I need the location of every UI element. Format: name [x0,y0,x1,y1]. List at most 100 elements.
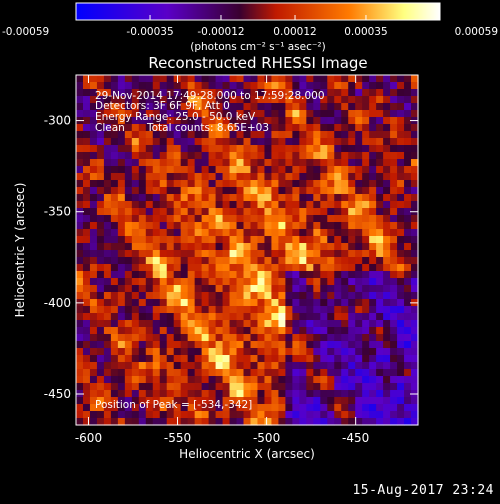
heatmap-cell [327,229,335,237]
heatmap-cell [76,166,84,174]
heatmap-cell [194,145,203,153]
heatmap-cell [166,362,175,370]
heatmap-cell [397,110,405,118]
heatmap-cell [187,306,196,314]
annotation-peak: Position of Peak = [-534,-342] [95,399,252,411]
heatmap-cell [243,243,252,251]
heatmap-cell [110,215,119,223]
heatmap-cell [334,397,342,405]
heatmap-cell [187,369,196,377]
heatmap-cell [320,236,328,244]
heatmap-cell [271,362,280,370]
heatmap-cell [152,194,161,202]
heatmap-cell [82,327,91,335]
heatmap-cell [376,229,384,237]
heatmap-cell [327,313,335,321]
heatmap-cell [299,299,307,307]
heatmap-cell [103,208,112,216]
heatmap-cell [404,278,412,286]
heatmap-cell [187,159,196,167]
heatmap-cell [348,124,356,132]
heatmap-cell [117,278,126,286]
heatmap-cell [341,110,349,118]
heatmap-cell [201,390,210,398]
heatmap-cell [257,376,266,384]
heatmap-cell [278,418,286,426]
heatmap-cell [355,82,363,90]
heatmap-cell [110,96,119,104]
heatmap-cell [404,201,412,209]
heatmap-cell [355,103,363,111]
heatmap-cell [383,404,391,412]
heatmap-cell [103,110,112,118]
heatmap-cell [89,222,98,230]
heatmap-cell [320,299,328,307]
heatmap-cell [201,152,210,160]
heatmap-cell [236,145,245,153]
heatmap-cell [201,369,210,377]
heatmap-cell [215,285,224,293]
heatmap-cell [187,411,196,419]
heatmap-cell [250,201,259,209]
heatmap-cell [194,215,203,223]
heatmap-cell [397,278,405,286]
heatmap-cell [355,75,363,83]
heatmap-cell [390,264,398,272]
heatmap-cell [243,117,252,125]
heatmap-cell [173,243,182,251]
heatmap-cell [82,215,91,223]
heatmap-cell [152,82,161,90]
heatmap-cell [390,334,398,342]
heatmap-cell [306,383,314,391]
heatmap-cell [369,250,377,258]
heatmap-cell [369,124,377,132]
heatmap-cell [131,257,140,265]
heatmap-cell [250,341,259,349]
heatmap-cell [208,96,217,104]
heatmap-cell [383,82,391,90]
heatmap-cell [110,362,119,370]
x-tick-label: -600 [75,431,102,445]
heatmap-cell [369,271,377,279]
heatmap-cell [390,404,398,412]
heatmap-cell [152,117,161,125]
heatmap-cell [201,173,210,181]
heatmap-cell [138,285,147,293]
heatmap-cell [306,243,314,251]
heatmap-cell [159,117,168,125]
heatmap-cell [369,292,377,300]
heatmap-cell [201,278,210,286]
heatmap-cell [145,362,154,370]
heatmap-cell [306,222,314,230]
heatmap-cell [236,348,245,356]
heatmap-cell [124,278,133,286]
heatmap-cell [82,124,91,132]
heatmap-cell [145,145,154,153]
x-tick-label: -550 [164,431,191,445]
heatmap-cell [264,96,273,104]
heatmap-cell [152,348,161,356]
heatmap-cell [152,187,161,195]
colorbar-unit-label: (photons cm⁻² s⁻¹ asec⁻²) [190,41,325,53]
heatmap-cell [180,411,189,419]
heatmap-cell [369,152,377,160]
heatmap-cell [341,117,349,125]
heatmap-cell [187,271,196,279]
heatmap-cell [236,306,245,314]
y-axis-label: Heliocentric Y (arcsec) [13,183,27,318]
heatmap-cell [278,264,286,272]
heatmap-cell [327,82,335,90]
heatmap-cell [264,124,273,132]
heatmap-cell [215,75,224,83]
heatmap-cell [194,327,203,335]
heatmap-cell [173,362,182,370]
heatmap-cell [292,341,300,349]
heatmap-cell [201,355,210,363]
heatmap-cell [89,138,98,146]
heatmap-cell [341,418,349,426]
heatmap-cell [159,320,168,328]
heatmap-cell [76,89,84,97]
heatmap-cell [355,180,363,188]
heatmap-cell [110,411,119,419]
heatmap-cell [327,299,335,307]
